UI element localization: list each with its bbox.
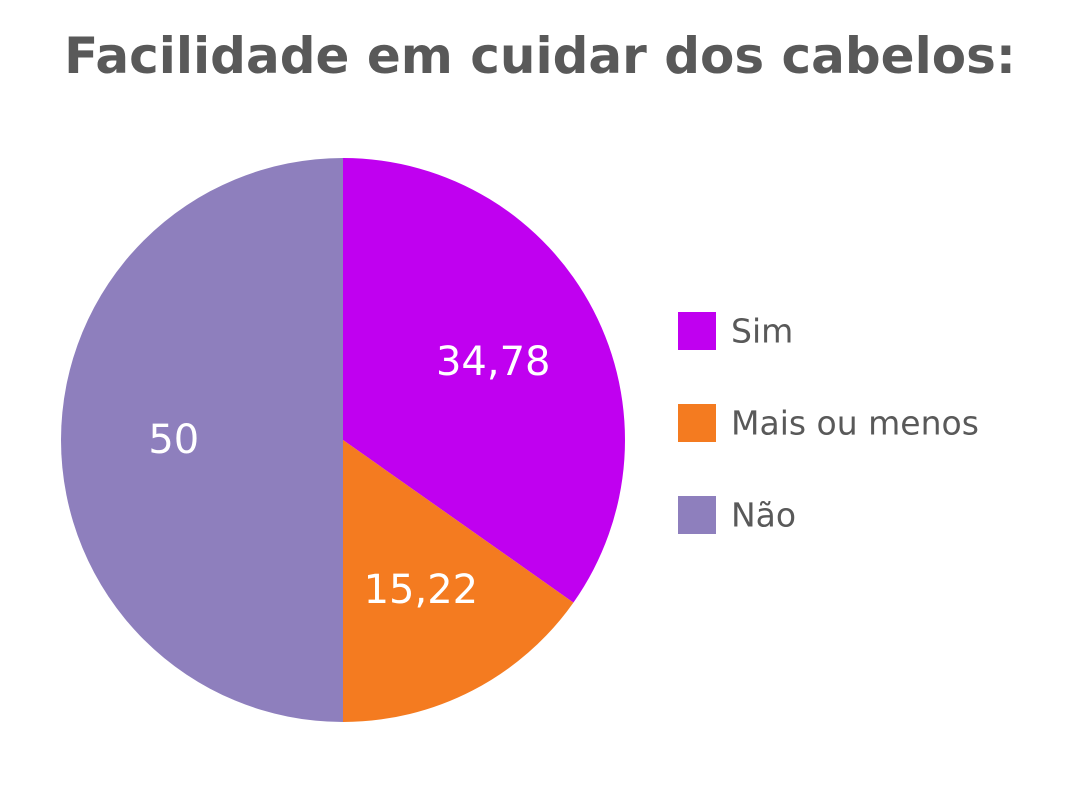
legend-swatch-nao bbox=[678, 496, 716, 534]
pie-value-label-nao: 50 bbox=[148, 417, 199, 463]
pie-value-labels: 34,78 15,22 50 bbox=[148, 339, 550, 613]
legend: Sim Mais ou menos Não bbox=[678, 312, 979, 535]
pie-slices bbox=[61, 158, 625, 722]
pie-value-label-sim: 34,78 bbox=[436, 339, 551, 385]
pie-slice-sim bbox=[343, 158, 625, 603]
legend-label-sim: Sim bbox=[731, 312, 793, 351]
legend-swatch-sim bbox=[678, 312, 716, 350]
legend-label-mais-ou-menos: Mais ou menos bbox=[731, 404, 979, 443]
chart-title: Facilidade em cuidar dos cabelos: bbox=[64, 27, 1016, 85]
pie-slice-nao bbox=[61, 158, 343, 722]
legend-label-nao: Não bbox=[731, 496, 796, 535]
legend-swatch-mais-ou-menos bbox=[678, 404, 716, 442]
pie-value-label-mais-ou-menos: 15,22 bbox=[364, 567, 479, 613]
pie-slice-mais-ou-menos bbox=[343, 440, 574, 722]
